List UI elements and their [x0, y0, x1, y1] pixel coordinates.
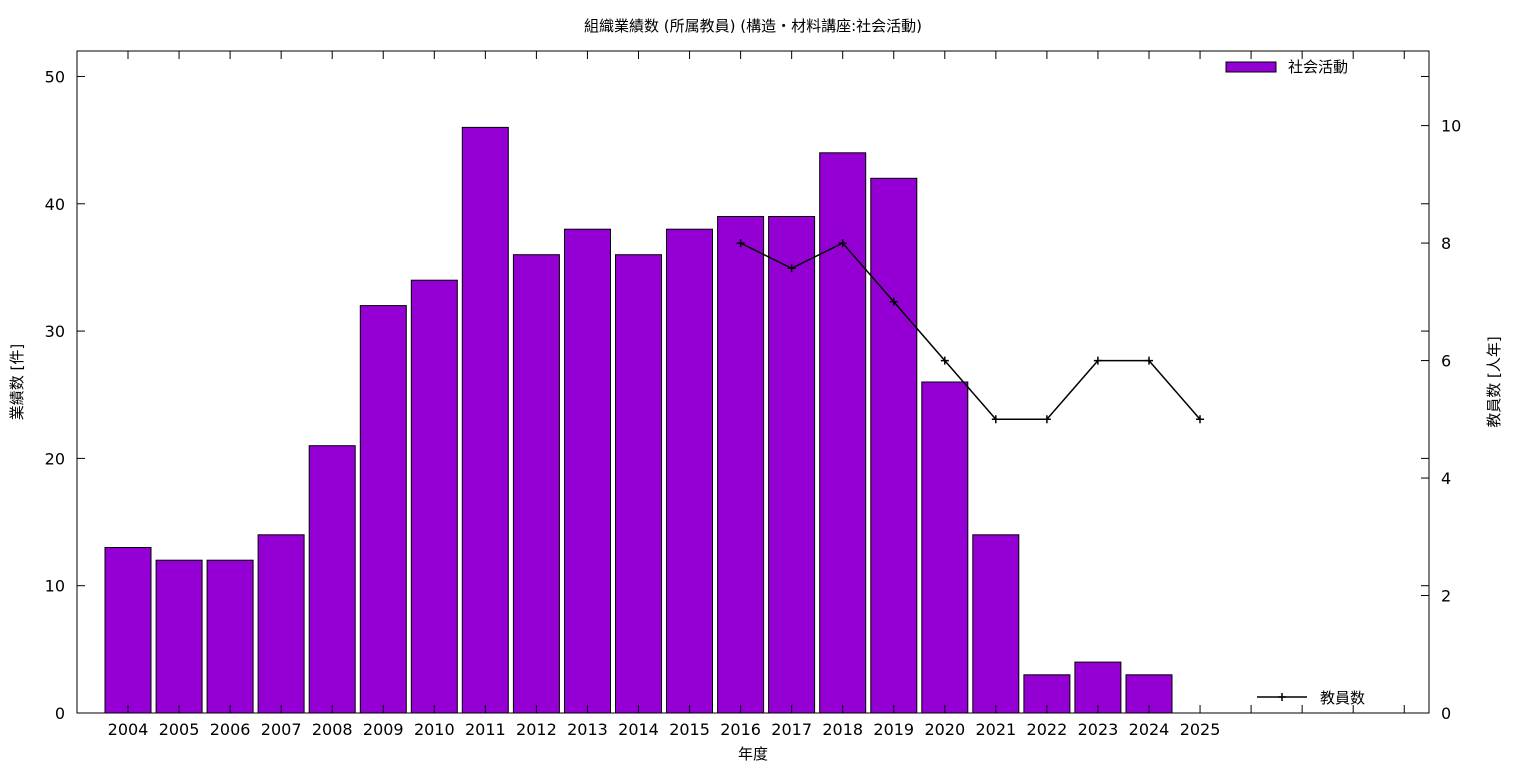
left-axis: 0 10 20 30 40 50: [45, 67, 1429, 723]
x-tick-label-2007: 2007: [261, 720, 302, 739]
y2-tick-label-10: 10: [1441, 117, 1461, 136]
y-tick-label-40: 40: [45, 195, 65, 214]
x-tick-label-2019: 2019: [873, 720, 914, 739]
x-tick-label-2013: 2013: [567, 720, 608, 739]
plot-frame: [76, 50, 1430, 714]
line-point-2021: [991, 415, 1000, 424]
bar-2023: [1074, 661, 1122, 714]
x-tick-label-2025: 2025: [1180, 720, 1221, 739]
y-tick-label-0: 0: [55, 704, 65, 723]
line-group: [736, 239, 1204, 424]
bar-2017: [768, 216, 816, 714]
bar-2009: [359, 305, 407, 714]
line-point-2019: [889, 297, 898, 306]
y2-tick-label-8: 8: [1441, 234, 1451, 253]
x-tick-label-2016: 2016: [720, 720, 761, 739]
y2-tick-label-0: 0: [1441, 704, 1451, 723]
bar-2012: [512, 254, 560, 714]
x-tick-label-2023: 2023: [1078, 720, 1119, 739]
bar-2005: [155, 559, 203, 714]
y2-axis-label: 教員数 [人年]: [1485, 336, 1503, 427]
legend-swatch-line-marker: [1278, 693, 1286, 701]
bar-2015: [666, 228, 713, 714]
x-tick-label-2008: 2008: [312, 720, 353, 739]
y-axis-label: 業績数 [件]: [8, 344, 26, 420]
line-point-2022: [1042, 415, 1051, 424]
x-tick-label-2021: 2021: [975, 720, 1016, 739]
x-tick-label-2010: 2010: [414, 720, 455, 739]
line-point-2020: [940, 356, 949, 365]
x-tick-label-2012: 2012: [516, 720, 557, 739]
x-tick-label-2004: 2004: [108, 720, 149, 739]
line-point-2025: [1196, 415, 1204, 424]
bar-2004: [104, 547, 152, 714]
line-point-2023: [1093, 356, 1102, 365]
x-axis: 2004 2005 2006 2007 2008 2009 2010 2011 2012 2013…: [108, 51, 1405, 739]
y-tick-label-30: 30: [45, 322, 65, 341]
y-tick-label-20: 20: [45, 449, 65, 468]
x-tick-label-2022: 2022: [1027, 720, 1068, 739]
bar-2006: [206, 559, 254, 714]
legend-label-bar: 社会活動: [1288, 58, 1348, 76]
bar-2016: [717, 216, 765, 714]
bar-2008: [308, 445, 356, 714]
bar-2021: [972, 534, 1020, 714]
bar-2014: [615, 254, 662, 714]
x-tick-label-2011: 2011: [465, 720, 506, 739]
line-point-2018: [838, 239, 847, 248]
y2-tick-label-4: 4: [1441, 469, 1451, 488]
x-axis-label: 年度: [738, 745, 768, 763]
x-tick-label-2014: 2014: [618, 720, 659, 739]
legend-swatch-bar: [1225, 61, 1277, 73]
y-tick-label-10: 10: [45, 577, 65, 596]
y2-tick-label-6: 6: [1441, 352, 1451, 371]
bar-group: [104, 126, 1173, 714]
x-tick-label-2017: 2017: [771, 720, 812, 739]
chart-title: 組織業績数 (所属教員) (構造・材料講座:社会活動): [584, 17, 922, 35]
x-tick-label-2006: 2006: [210, 720, 251, 739]
right-axis: 0 2 4 6 8 10: [1421, 117, 1461, 723]
bar-2018: [819, 152, 867, 714]
x-tick-label-2020: 2020: [924, 720, 965, 739]
bar-2010: [410, 279, 458, 714]
bar-2020: [921, 381, 969, 714]
legend: 社会活動 教員数: [1225, 58, 1365, 707]
y-tick-label-50: 50: [45, 67, 65, 86]
line-point-2016: [736, 239, 745, 248]
bar-2007: [257, 534, 305, 714]
x-tick-label-2009: 2009: [363, 720, 404, 739]
x-tick-label-2005: 2005: [159, 720, 200, 739]
y2-tick-label-2: 2: [1441, 587, 1451, 606]
x-tick-label-2018: 2018: [822, 720, 863, 739]
bar-2013: [564, 228, 611, 714]
legend-label-line: 教員数: [1320, 689, 1365, 707]
x-tick-label-2015: 2015: [669, 720, 710, 739]
bar-2011: [461, 126, 509, 714]
line-point-2024: [1145, 356, 1153, 365]
x-tick-label-2024: 2024: [1129, 720, 1170, 739]
line-series-teachers: [740, 242, 1201, 421]
bar-2019: [870, 177, 918, 714]
line-point-2017: [787, 264, 796, 273]
